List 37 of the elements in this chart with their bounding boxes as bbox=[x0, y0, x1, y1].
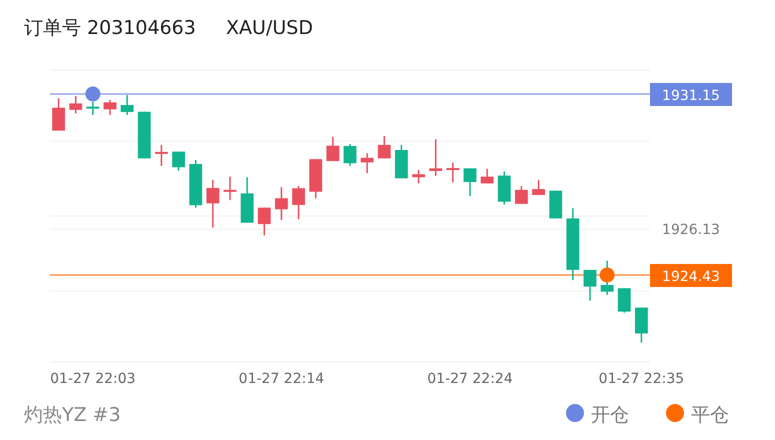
candlestick bbox=[326, 136, 340, 162]
candlestick bbox=[172, 150, 185, 172]
candlestick bbox=[292, 185, 305, 220]
candlestick bbox=[258, 206, 271, 236]
candlestick bbox=[120, 94, 134, 116]
candlestick bbox=[224, 176, 236, 201]
candlestick bbox=[446, 162, 460, 184]
candlestick bbox=[52, 98, 65, 132]
candlestick bbox=[515, 185, 528, 205]
legend-label: 平仓 bbox=[691, 404, 729, 426]
x-tick-label: 01-27 22:14 bbox=[238, 371, 324, 387]
candlestick bbox=[206, 179, 220, 228]
candlestick bbox=[464, 168, 476, 197]
candlestick bbox=[155, 144, 168, 167]
candlestick bbox=[69, 95, 82, 114]
candlestick bbox=[412, 169, 425, 184]
legend-label: 开仓 bbox=[591, 404, 629, 426]
y-tick-label: 1931.15 bbox=[662, 88, 720, 104]
x-tick-label: 01-27 22:03 bbox=[50, 371, 136, 387]
x-tick-label: 01-27 22:35 bbox=[598, 371, 684, 387]
candlestick bbox=[480, 168, 494, 184]
y-tick-label: 1926.13 bbox=[662, 222, 720, 238]
candlestick bbox=[360, 152, 374, 174]
candlestick bbox=[429, 138, 442, 177]
candlestick bbox=[600, 260, 614, 296]
candlestick bbox=[618, 287, 631, 314]
candlestick bbox=[532, 179, 545, 196]
candlestick bbox=[584, 269, 596, 302]
text: 灼热YZ #3 bbox=[24, 404, 121, 426]
candlestick bbox=[104, 99, 116, 116]
candlestick bbox=[275, 186, 288, 221]
y-tick-label: 1924.43 bbox=[662, 268, 720, 285]
candlestick bbox=[344, 143, 356, 167]
x-tick-label: 01-27 22:24 bbox=[427, 371, 513, 387]
candlestick bbox=[86, 101, 100, 116]
candlestick bbox=[378, 135, 391, 160]
chart-title: 订单号 203104663 XAU/USD bbox=[24, 17, 313, 39]
